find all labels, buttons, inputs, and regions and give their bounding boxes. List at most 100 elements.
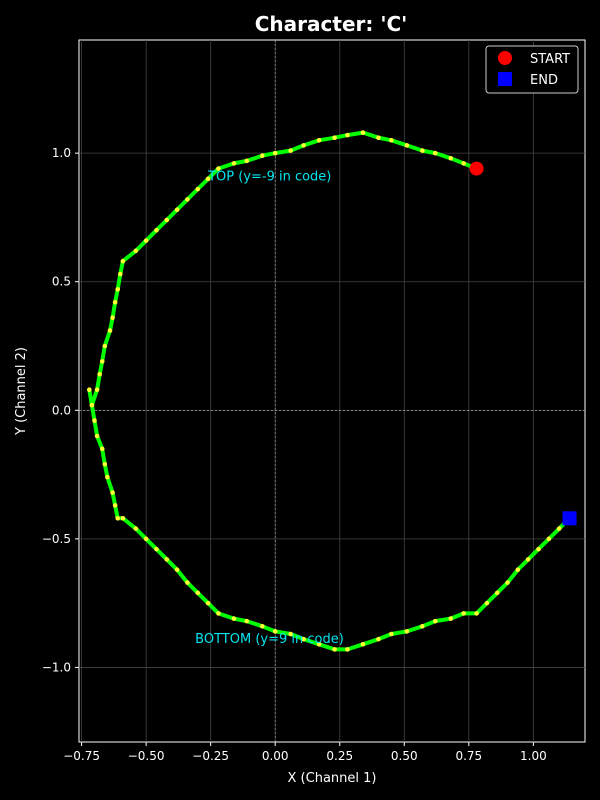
trajectory-point — [536, 546, 541, 552]
annotation-label: TOP (y=-9 in code) — [207, 169, 331, 184]
trajectory-point — [474, 611, 479, 616]
legend-end-label: END — [530, 73, 558, 88]
start-marker — [469, 161, 484, 176]
trajectory-point — [332, 135, 337, 141]
trajectory-point — [99, 446, 105, 452]
x-axis-ticks: −0.75 −0.50 −0.25 0.00 0.25 0.50 0.75 1.00 — [63, 742, 547, 763]
y-tick-label: 0.0 — [52, 403, 71, 417]
markers — [469, 161, 577, 526]
trajectory-point — [216, 611, 221, 616]
x-tick-label: −0.75 — [63, 749, 100, 763]
trajectory-point — [345, 132, 350, 138]
trajectory-point — [376, 636, 381, 642]
trajectory-point — [174, 207, 180, 213]
trajectory-point — [195, 186, 201, 192]
trajectory-point — [164, 217, 170, 223]
x-tick-label: 1.00 — [520, 749, 547, 763]
trajectory-point — [432, 618, 438, 624]
trajectory-point — [272, 150, 278, 156]
trajectory-point — [110, 490, 115, 495]
annotation-label: BOTTOM (y=9 in code) — [195, 632, 344, 647]
legend-start-marker — [498, 51, 512, 65]
y-axis-ticks: −1.0 −0.5 0.0 0.5 1.0 — [42, 146, 79, 674]
x-tick-label: 0.75 — [455, 749, 482, 763]
trajectory-point — [484, 600, 490, 606]
trajectory-point — [389, 631, 394, 637]
trajectory-point — [205, 176, 211, 182]
trajectory-point — [301, 636, 306, 642]
trajectory-point — [99, 359, 105, 364]
y-axis-label: Y (Channel 2) — [14, 347, 29, 436]
trajectory-point — [185, 197, 190, 202]
trajectory-point — [515, 567, 521, 573]
x-tick-label: 0.50 — [391, 749, 418, 763]
trajectory-point — [216, 166, 221, 171]
trajectory-point — [102, 461, 108, 467]
trajectory-point — [360, 130, 366, 135]
trajectory-point — [195, 590, 201, 596]
trajectory-point — [115, 515, 121, 521]
trajectory-point — [505, 580, 510, 585]
trajectory-point — [244, 618, 250, 624]
x-axis-label: X (Channel 1) — [288, 771, 377, 786]
trajectory-point — [143, 238, 149, 243]
trajectory-point — [185, 580, 190, 585]
trajectory-point — [120, 258, 126, 264]
trajectory-point — [154, 227, 159, 233]
trajectory-point — [205, 600, 211, 606]
trajectory-point — [154, 546, 159, 552]
trajectory-point — [112, 503, 118, 508]
y-tick-label: −1.0 — [42, 660, 71, 674]
trajectory-point — [120, 515, 126, 521]
trajectory-point — [461, 611, 466, 616]
x-tick-label: −0.50 — [128, 749, 165, 763]
trajectory-point — [389, 137, 394, 143]
trajectory-point — [432, 150, 438, 156]
trajectory-point — [332, 647, 337, 652]
annotations: TOP (y=-9 in code) BOTTOM (y=9 in code) — [195, 169, 344, 647]
x-tick-label: 0.25 — [326, 749, 353, 763]
trajectory-point — [546, 536, 552, 542]
trajectory-point — [288, 148, 293, 153]
legend-end-marker — [498, 72, 512, 86]
trajectory-point — [345, 647, 350, 652]
trajectory-point — [244, 158, 250, 164]
trajectory-point — [448, 155, 454, 161]
trajectory-point — [420, 623, 425, 629]
x-tick-label: 0.00 — [262, 749, 289, 763]
trajectory-point — [115, 287, 121, 292]
trajectory-point — [92, 418, 97, 423]
trajectory-point — [110, 315, 115, 321]
x-tick-label: −0.25 — [192, 749, 229, 763]
y-tick-label: −0.5 — [42, 532, 71, 546]
trajectory-point — [404, 143, 410, 148]
trajectory-point — [105, 474, 110, 480]
trajectory-point — [288, 631, 293, 637]
trajectory-point — [102, 343, 108, 349]
trajectory-point — [301, 143, 306, 148]
zero-lines — [79, 40, 585, 742]
trajectory-point — [272, 629, 278, 634]
trajectory-point — [133, 526, 139, 531]
trajectory-point — [97, 371, 102, 377]
trajectory-point — [259, 623, 265, 629]
trajectory-point — [556, 526, 562, 531]
trajectory-point — [259, 153, 265, 159]
y-tick-label: 1.0 — [52, 146, 71, 160]
trajectory-point — [448, 616, 454, 621]
plot-frame — [78, 39, 586, 743]
end-marker — [562, 511, 577, 526]
trajectory-point — [525, 557, 531, 562]
trajectory-point — [461, 161, 466, 166]
legend-start-label: START — [530, 52, 570, 67]
trajectory-point — [231, 161, 237, 166]
trajectory-point — [112, 299, 118, 305]
trajectory-point — [87, 387, 92, 393]
trajectory-point — [107, 328, 113, 333]
trajectory-point — [143, 536, 149, 542]
y-tick-label: 0.5 — [52, 275, 71, 289]
trajectory-point — [494, 590, 500, 596]
trajectory-point — [94, 387, 100, 393]
trajectory-point — [174, 567, 180, 573]
